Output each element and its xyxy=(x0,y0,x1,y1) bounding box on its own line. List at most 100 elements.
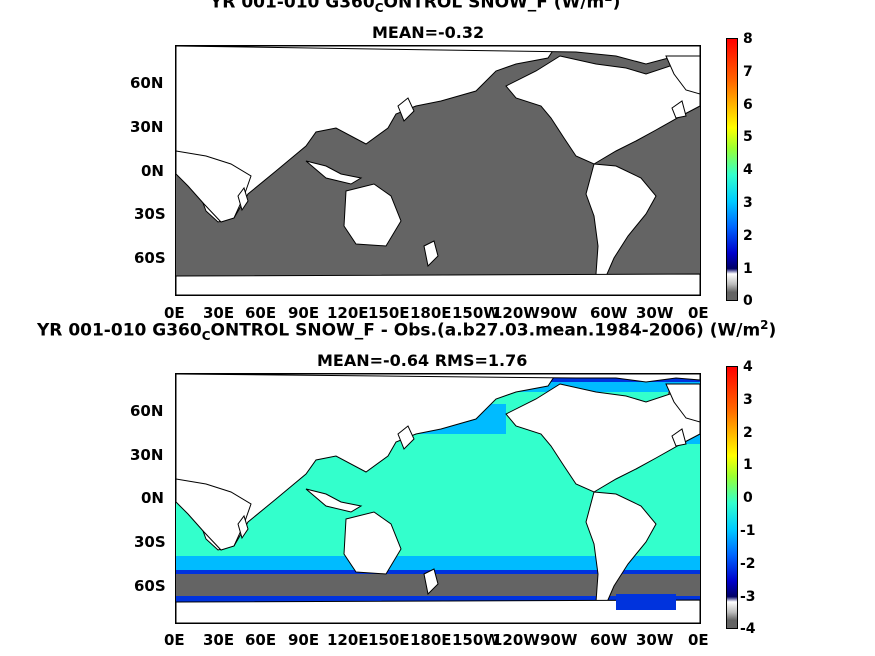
weddell-sea-blue xyxy=(616,594,676,610)
uk xyxy=(671,428,687,447)
lon-label: 60E xyxy=(245,304,277,322)
title-subscript: C xyxy=(374,1,384,16)
antarctic-edge-blue xyxy=(176,596,700,602)
panel-title: YR 001-010 G360CONTROL SNOW_F (W/m2) xyxy=(210,0,620,15)
lon-label: 30E xyxy=(203,304,235,322)
arctic-coast xyxy=(176,46,700,65)
colorbar-tick: 2 xyxy=(743,228,753,244)
colorbar-tick: 3 xyxy=(743,195,753,211)
southern-gray-band xyxy=(176,574,700,596)
lon-label: 120E xyxy=(327,631,369,649)
colorbar-tick: 4 xyxy=(743,359,753,375)
japan xyxy=(397,425,415,450)
lon-label: 150W xyxy=(452,631,500,649)
lon-label: 30E xyxy=(203,631,235,649)
map-area xyxy=(175,373,701,624)
lat-label: 30S xyxy=(134,205,166,223)
southern-band-light xyxy=(176,556,700,570)
lat-label: 60N xyxy=(130,402,164,420)
lon-label: 60W xyxy=(590,304,628,322)
uk xyxy=(671,100,687,119)
africa xyxy=(176,150,252,223)
map-area xyxy=(175,45,701,296)
panel-subtitle: MEAN=-0.32 xyxy=(372,23,485,42)
lon-label: 0E xyxy=(688,631,709,649)
lon-label: 150E xyxy=(368,631,410,649)
lon-label: 120E xyxy=(327,304,369,322)
lat-label: 0N xyxy=(141,162,164,180)
panel-subtitle: MEAN=-0.64 RMS=1.76 xyxy=(317,351,528,370)
antarctica xyxy=(176,273,700,295)
eurasia-africa xyxy=(176,46,557,223)
africa xyxy=(176,478,252,551)
eurasia-africa xyxy=(176,374,557,551)
australia xyxy=(343,511,402,575)
antarctica xyxy=(176,599,700,623)
panel-title: YR 001-010 G360CONTROL SNOW_F - Obs.(a.b… xyxy=(37,318,776,343)
lon-label: 150E xyxy=(368,304,410,322)
lon-label: 180E xyxy=(410,631,452,649)
title-part: ) xyxy=(612,0,621,13)
colorbar-tick: 6 xyxy=(743,97,753,113)
colorbar-tick: -2 xyxy=(740,556,756,572)
colorbar-tick: 3 xyxy=(743,392,753,408)
colorbar-tick: 4 xyxy=(743,162,753,178)
lon-label: 0E xyxy=(164,304,185,322)
lat-label: 30N xyxy=(130,446,164,464)
colorbar-tick: 0 xyxy=(743,490,753,506)
lat-label: 30N xyxy=(130,118,164,136)
title-superscript: 2 xyxy=(760,318,769,332)
map-svg xyxy=(176,46,700,295)
lat-label: 30S xyxy=(134,533,166,551)
lon-label: 30W xyxy=(636,304,674,322)
lon-label: 150W xyxy=(452,304,500,322)
lon-label: 120W xyxy=(492,304,540,322)
title-part: ONTROL SNOW_F (W/m xyxy=(383,0,605,13)
map-svg xyxy=(176,374,700,623)
indonesia xyxy=(305,160,363,185)
colorbar-tick: 5 xyxy=(743,129,753,145)
lon-label: 0E xyxy=(688,304,709,322)
colorbar-tick: 0 xyxy=(743,293,753,309)
lon-label: 0E xyxy=(164,631,185,649)
south-america xyxy=(585,163,657,282)
lon-label: 90E xyxy=(288,304,320,322)
colorbar-tick: 8 xyxy=(743,31,753,47)
new-zealand xyxy=(423,568,439,596)
title-part: ONTROL SNOW_F - Obs.(a.b27.03.mean.1984-… xyxy=(210,320,761,341)
lat-label: 60S xyxy=(134,577,166,595)
arctic-coast xyxy=(176,374,700,383)
colorbar-tick: 1 xyxy=(743,261,753,277)
lat-label: 0N xyxy=(141,489,164,507)
title-part: ) xyxy=(768,320,777,341)
lon-label: 60W xyxy=(590,631,628,649)
greenland xyxy=(665,55,700,95)
lon-label: 90W xyxy=(540,631,578,649)
north-america xyxy=(505,383,700,493)
lat-label: 60N xyxy=(130,74,164,92)
lat-label: 60S xyxy=(134,249,166,267)
lon-label: 120W xyxy=(492,631,540,649)
south-america xyxy=(585,491,657,610)
colorbar-tick: -3 xyxy=(740,589,756,605)
colorbar xyxy=(726,366,738,629)
lon-label: 180E xyxy=(410,304,452,322)
lon-label: 30W xyxy=(636,631,674,649)
title-part: YR 001-010 G360 xyxy=(37,320,202,341)
lon-label: 60E xyxy=(245,631,277,649)
australia xyxy=(343,183,402,247)
colorbar xyxy=(726,38,738,301)
madagascar xyxy=(237,186,249,212)
indonesia xyxy=(305,488,363,513)
lon-label: 90E xyxy=(288,631,320,649)
greenland xyxy=(665,383,700,423)
colorbar-tick: 1 xyxy=(743,457,753,473)
colorbar-tick: 2 xyxy=(743,425,753,441)
colorbar-tick: -4 xyxy=(740,621,756,637)
continents xyxy=(176,46,700,295)
title-part: YR 001-010 G360 xyxy=(210,0,375,13)
continents xyxy=(176,374,700,623)
japan xyxy=(397,97,415,122)
colorbar-tick: 7 xyxy=(743,64,753,80)
colorbar-tick: -1 xyxy=(740,523,756,539)
